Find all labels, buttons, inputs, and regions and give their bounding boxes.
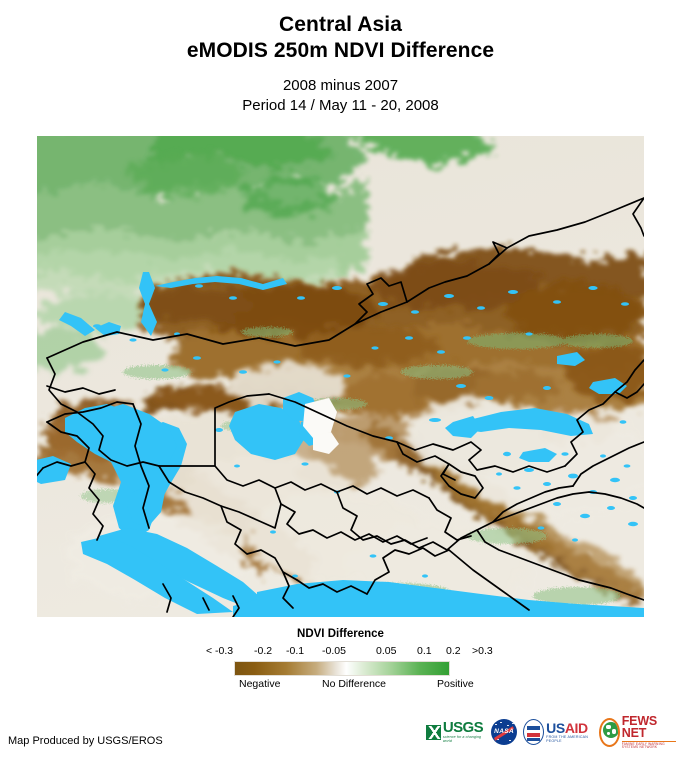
fews-net-logo[interactable]: FEWS NET FAMINE EARLY WARNING SYSTEMS NE…: [598, 714, 676, 750]
map-canvas: [37, 136, 644, 617]
legend-tick-labels: < -0.3 -0.2 -0.1 -0.05 0.05 0.1 0.2 >0.3: [206, 645, 493, 659]
legend-tick-2: -0.1: [286, 645, 305, 657]
page-subtitle: 2008 minus 2007 Period 14 / May 11 - 20,…: [0, 76, 681, 116]
usgs-logo[interactable]: USGS science for a changing world: [426, 720, 485, 743]
usgs-wave-icon: [426, 724, 441, 740]
usgs-wordmark: USGS: [442, 719, 484, 737]
legend-tick-3: -0.05: [322, 645, 346, 657]
fews-wordmark: FEWS NET: [621, 714, 676, 742]
legend-tick-7: >0.3: [472, 645, 493, 657]
nasa-meatball-icon: NASA: [491, 719, 518, 745]
legend-class-positive: Positive: [437, 678, 474, 690]
usaid-word-us: US: [546, 719, 565, 736]
fews-tagline: FAMINE EARLY WARNING SYSTEMS NETWORK: [621, 742, 665, 750]
legend-tick-6: 0.2: [446, 645, 461, 657]
nasa-logo[interactable]: NASA: [491, 719, 518, 745]
legend-tick-1: -0.2: [254, 645, 273, 657]
legend-class-no-difference: No Difference: [322, 678, 387, 690]
nasa-wordmark: NASA: [494, 728, 515, 735]
water-bodies: [37, 272, 644, 617]
subtitle-line-2: Period 14 / May 11 - 20, 2008: [242, 97, 439, 114]
usaid-tagline: FROM THE AMERICAN PEOPLE: [546, 734, 589, 743]
small-lakes: [93, 284, 638, 578]
legend-tick-0: < -0.3: [206, 645, 234, 657]
title-line-2: eMODIS 250m NDVI Difference: [186, 39, 495, 62]
usaid-text: USAID FROM THE AMERICAN PEOPLE: [546, 721, 593, 743]
usaid-wordmark: USAID: [546, 721, 593, 735]
map-credit: Map Produced by USGS/EROS: [8, 735, 163, 747]
subtitle-line-1: 2008 minus 2007: [282, 77, 399, 94]
title-line-1: Central Asia: [279, 13, 402, 36]
agency-logos: USGS science for a changing world NASA U…: [426, 714, 676, 750]
usaid-logo[interactable]: USAID FROM THE AMERICAN PEOPLE: [523, 719, 593, 745]
legend-tick-4: 0.05: [376, 645, 397, 657]
legend-color-bar: [234, 661, 450, 676]
ndvi-difference-map[interactable]: [37, 136, 644, 617]
legend-tick-5: 0.1: [417, 645, 432, 657]
legend-class-labels: Negative No Difference Positive: [206, 678, 486, 692]
fews-text: FEWS NET FAMINE EARLY WARNING SYSTEMS NE…: [621, 714, 676, 750]
country-borders: [37, 197, 644, 617]
legend-class-negative: Negative: [239, 678, 281, 690]
usaid-word-aid: AID: [564, 719, 588, 736]
page-title: Central Asia eMODIS 250m NDVI Difference: [0, 12, 681, 64]
legend-title: NDVI Difference: [297, 628, 384, 640]
usgs-tagline: science for a changing world: [442, 735, 482, 743]
usaid-seal-icon: [523, 719, 545, 745]
usgs-text: USGS science for a changing world: [443, 720, 485, 743]
fews-globe-icon: [598, 717, 620, 747]
